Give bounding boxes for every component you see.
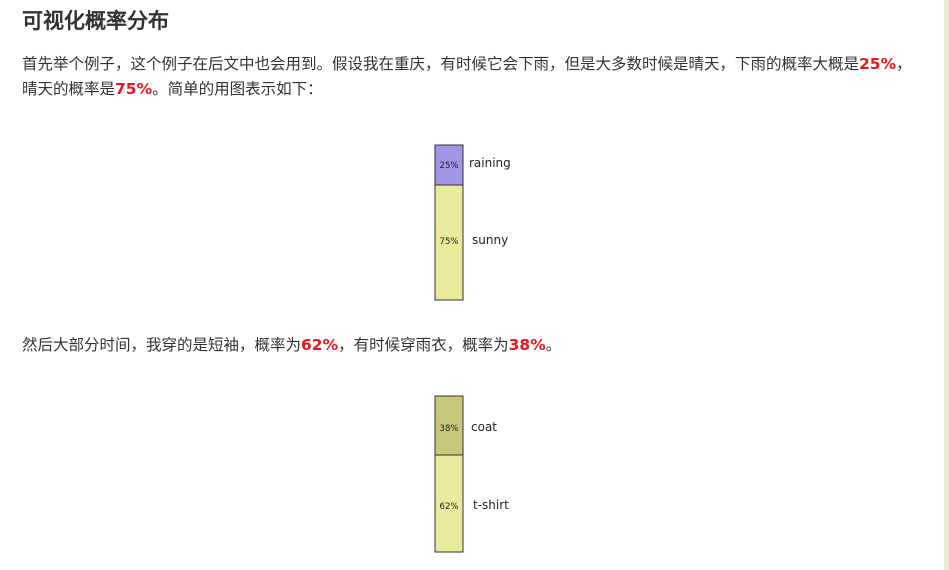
category-label-tshirt: t-shirt bbox=[473, 498, 509, 512]
highlight-sunny-probability: 75% bbox=[115, 80, 153, 98]
bar-segment-sunny bbox=[434, 184, 464, 301]
bar-segment-tshirt bbox=[434, 454, 464, 553]
highlight-coat-probability: 38% bbox=[508, 336, 546, 354]
bar-segment-raining bbox=[434, 144, 464, 186]
paragraph-text: 然后大部分时间，我穿的是短袖，概率为 bbox=[22, 336, 302, 354]
value-label-sunny: 75% bbox=[440, 237, 459, 247]
value-label-tshirt: 62% bbox=[440, 502, 459, 512]
value-label-coat: 38% bbox=[440, 424, 459, 434]
category-label-raining: raining bbox=[469, 156, 511, 170]
category-label-coat: coat bbox=[471, 420, 497, 434]
clothing-probability-diagram: 38% coat 62% t-shirt bbox=[434, 395, 509, 553]
paragraph-text: 。简单的用图表示如下： bbox=[152, 80, 323, 98]
highlight-tshirt-probability: 62% bbox=[301, 336, 339, 354]
paragraph-clothing: 然后大部分时间，我穿的是短袖，概率为62%，有时候穿雨衣，概率为38%。 bbox=[22, 333, 927, 358]
bar-segment-coat bbox=[434, 395, 464, 456]
highlight-raining-probability: 25% bbox=[859, 55, 897, 73]
right-edge-strip bbox=[944, 0, 949, 570]
paragraph-text: ，晴天的概率是 bbox=[22, 55, 912, 98]
paragraph-text: 首先举个例子，这个例子在后文中也会用到。假设我在重庆，有时候它会下雨，但是大多数… bbox=[22, 55, 860, 73]
paragraph-text: 。 bbox=[545, 336, 562, 354]
value-label-raining: 25% bbox=[440, 161, 459, 171]
section-heading: 可视化概率分布 bbox=[22, 9, 169, 33]
category-label-sunny: sunny bbox=[472, 233, 508, 247]
paragraph-weather: 首先举个例子，这个例子在后文中也会用到。假设我在重庆，有时候它会下雨，但是大多数… bbox=[22, 52, 927, 102]
paragraph-text: ，有时候穿雨衣，概率为 bbox=[338, 336, 509, 354]
weather-probability-diagram: 25% raining 75% sunny bbox=[434, 144, 511, 301]
